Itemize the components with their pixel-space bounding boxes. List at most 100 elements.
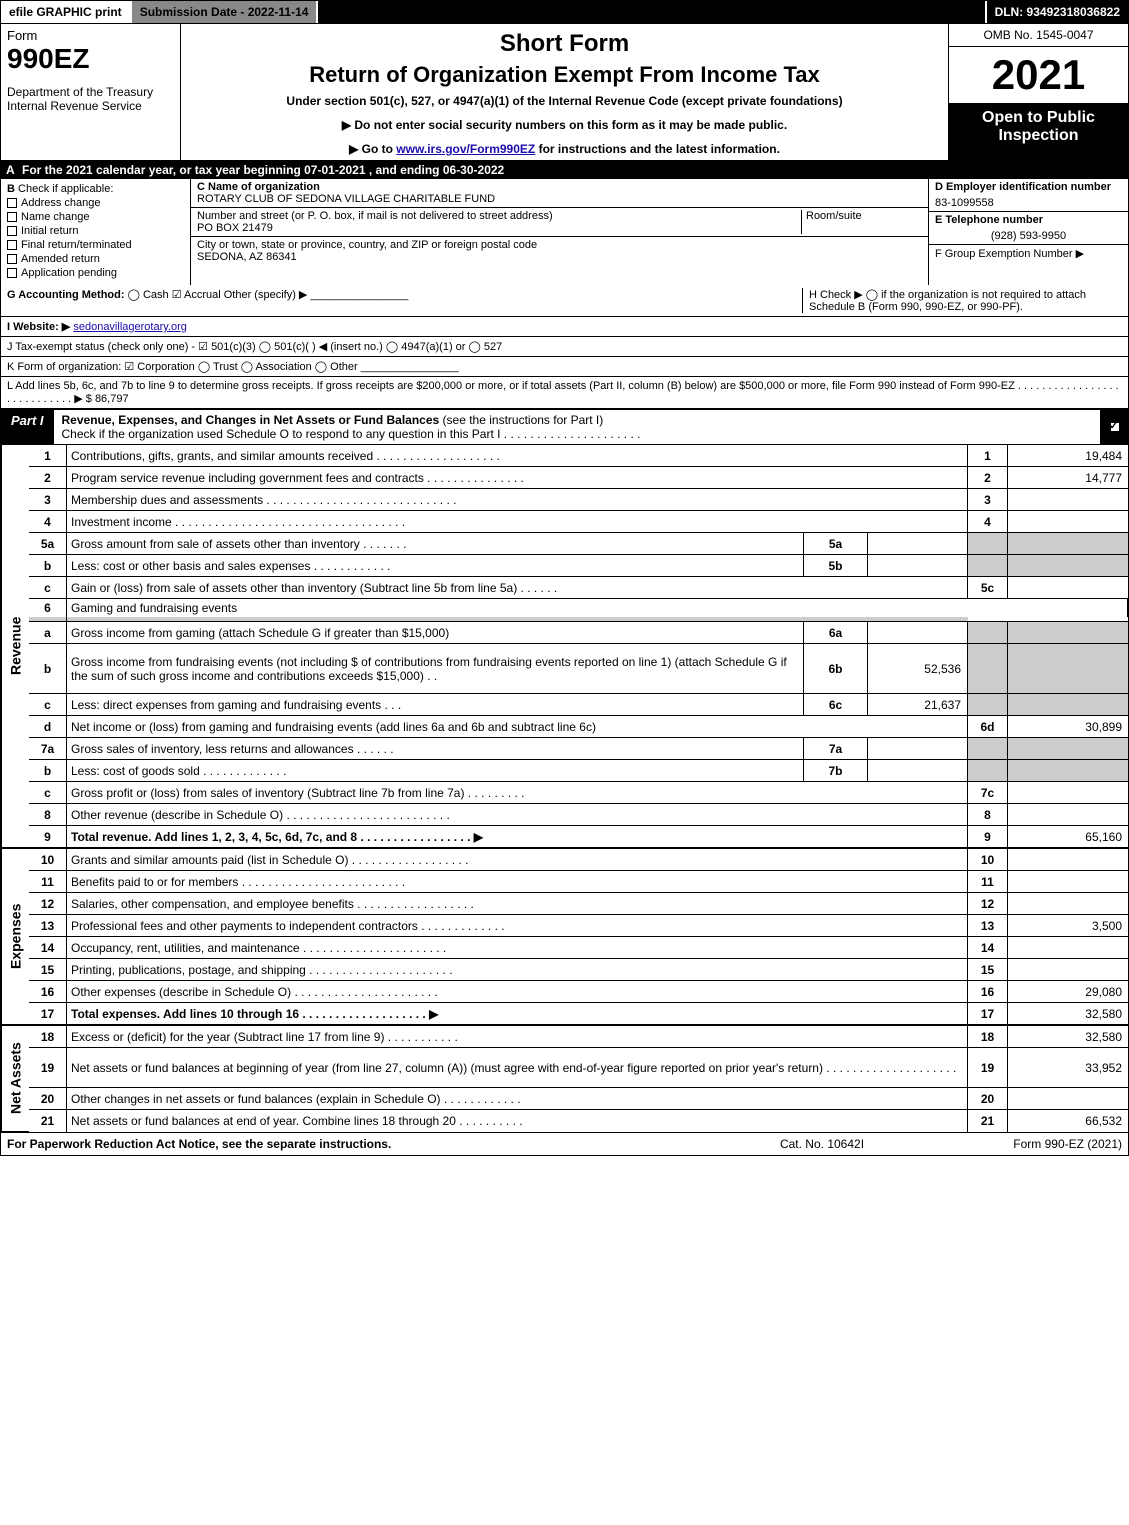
- l11-val: [1008, 871, 1128, 892]
- l13-num: 13: [29, 915, 67, 936]
- l5b-in: 5b: [804, 555, 868, 576]
- l3-val: [1008, 489, 1128, 510]
- submission-date: Submission Date - 2022-11-14: [132, 1, 319, 23]
- l2-num: 2: [29, 467, 67, 488]
- l6c-val: [1008, 694, 1128, 715]
- lbl-initial-return: Initial return: [21, 225, 78, 237]
- info-grid: B Check if applicable: Address change Na…: [0, 179, 1129, 285]
- topbar-fill: [318, 1, 986, 23]
- l6c-out: [968, 694, 1008, 715]
- lbl-application-pending: Application pending: [21, 267, 117, 279]
- l16-out: 16: [968, 981, 1008, 1002]
- omb-number: OMB No. 1545-0047: [949, 24, 1128, 47]
- col-c: C Name of organization ROTARY CLUB OF SE…: [191, 179, 928, 285]
- l6b-num: b: [29, 644, 67, 693]
- l6c-num: c: [29, 694, 67, 715]
- g-options: ◯ Cash ☑ Accrual Other (specify) ▶ _____…: [128, 289, 409, 301]
- row-l: L Add lines 5b, 6c, and 7b to line 9 to …: [0, 377, 1129, 409]
- row-i: I Website: ▶ sedonavillagerotary.org: [0, 317, 1129, 337]
- l2-val: 14,777: [1008, 467, 1128, 488]
- l7a-val: [1008, 738, 1128, 759]
- part1-title: Revenue, Expenses, and Changes in Net As…: [62, 413, 440, 427]
- room-label: Room/suite: [802, 210, 922, 234]
- l16-val: 29,080: [1008, 981, 1128, 1002]
- topbar: efile GRAPHIC print Submission Date - 20…: [0, 0, 1129, 24]
- chk-address-change[interactable]: [7, 198, 17, 208]
- addr: PO BOX 21479: [197, 222, 797, 234]
- l5a-in: 5a: [804, 533, 868, 554]
- part1-text: Revenue, Expenses, and Changes in Net As…: [54, 410, 1100, 444]
- l5b-out: [968, 555, 1008, 576]
- l6b-val: [1008, 644, 1128, 693]
- l6-desc: Gaming and fundraising events: [67, 599, 1128, 617]
- title-return: Return of Organization Exempt From Incom…: [189, 62, 940, 88]
- l10-desc: Grants and similar amounts paid (list in…: [67, 849, 968, 870]
- l6-num: 6: [29, 599, 67, 617]
- l20-out: 20: [968, 1088, 1008, 1109]
- section-a-label: A: [6, 163, 15, 177]
- group-exemption: F Group Exemption Number ▶: [929, 244, 1128, 262]
- part1-label: Part I: [1, 410, 54, 444]
- l5b-val: [1008, 555, 1128, 576]
- note-goto: ▶ Go to www.irs.gov/Form990EZ for instru…: [189, 142, 940, 156]
- l7b-val: [1008, 760, 1128, 781]
- l7b-desc: Less: cost of goods sold . . . . . . . .…: [67, 760, 804, 781]
- revenue-side-label: Revenue: [1, 445, 29, 848]
- part1-sub: Check if the organization used Schedule …: [62, 427, 641, 441]
- l21-desc: Net assets or fund balances at end of ye…: [67, 1110, 968, 1132]
- j-text: J Tax-exempt status (check only one) - ☑…: [7, 341, 502, 353]
- chk-final-return[interactable]: [7, 240, 17, 250]
- revenue-group: Revenue 1Contributions, gifts, grants, a…: [0, 445, 1129, 848]
- col-b-sub: Check if applicable:: [18, 183, 113, 195]
- addr-label: Number and street (or P. O. box, if mail…: [197, 210, 797, 222]
- l4-out: 4: [968, 511, 1008, 532]
- goto-pre: ▶ Go to: [349, 142, 396, 156]
- h-text: H Check ▶ ◯ if the organization is not r…: [802, 288, 1122, 313]
- l19-num: 19: [29, 1048, 67, 1087]
- l7a-inval: [868, 738, 968, 759]
- l6a-out: [968, 622, 1008, 643]
- l6d-val: 30,899: [1008, 716, 1128, 737]
- chk-initial-return[interactable]: [7, 226, 17, 236]
- footer-right: Form 990-EZ (2021): [922, 1137, 1122, 1151]
- l5c-val: [1008, 577, 1128, 598]
- l14-val: [1008, 937, 1128, 958]
- goto-link[interactable]: www.irs.gov/Form990EZ: [396, 142, 535, 156]
- l2-out: 2: [968, 467, 1008, 488]
- col-b-label: B: [7, 183, 15, 195]
- l1-out: 1: [968, 445, 1008, 466]
- chk-amended-return[interactable]: [7, 254, 17, 264]
- i-link[interactable]: sedonavillagerotary.org: [73, 321, 187, 333]
- l10-out: 10: [968, 849, 1008, 870]
- l4-desc: Investment income . . . . . . . . . . . …: [67, 511, 968, 532]
- footer: For Paperwork Reduction Act Notice, see …: [0, 1133, 1129, 1156]
- netassets-group: Net Assets 18Excess or (deficit) for the…: [0, 1025, 1129, 1133]
- l7a-num: 7a: [29, 738, 67, 759]
- l7b-inval: [868, 760, 968, 781]
- l21-num: 21: [29, 1110, 67, 1132]
- l1-num: 1: [29, 445, 67, 466]
- l6a-num: a: [29, 622, 67, 643]
- l6d-num: d: [29, 716, 67, 737]
- l7a-desc: Gross sales of inventory, less returns a…: [67, 738, 804, 759]
- l6a-in: 6a: [804, 622, 868, 643]
- col-b: B Check if applicable: Address change Na…: [1, 179, 191, 285]
- l10-num: 10: [29, 849, 67, 870]
- chk-application-pending[interactable]: [7, 268, 17, 278]
- form-label: Form: [7, 28, 174, 43]
- l6c-in: 6c: [804, 694, 868, 715]
- l3-out: 3: [968, 489, 1008, 510]
- efile-label[interactable]: efile GRAPHIC print: [1, 1, 132, 23]
- l9-num: 9: [29, 826, 67, 847]
- l18-out: 18: [968, 1026, 1008, 1047]
- l3-num: 3: [29, 489, 67, 510]
- ein-label: D Employer identification number: [929, 179, 1128, 195]
- chk-name-change[interactable]: [7, 212, 17, 222]
- l8-num: 8: [29, 804, 67, 825]
- l-text: L Add lines 5b, 6c, and 7b to line 9 to …: [7, 380, 1119, 405]
- l15-val: [1008, 959, 1128, 980]
- part1-check[interactable]: [1100, 410, 1128, 444]
- l9-val: 65,160: [1008, 826, 1128, 847]
- l17-desc: Total expenses. Add lines 10 through 16 …: [67, 1003, 968, 1024]
- tax-year: 2021: [949, 47, 1128, 103]
